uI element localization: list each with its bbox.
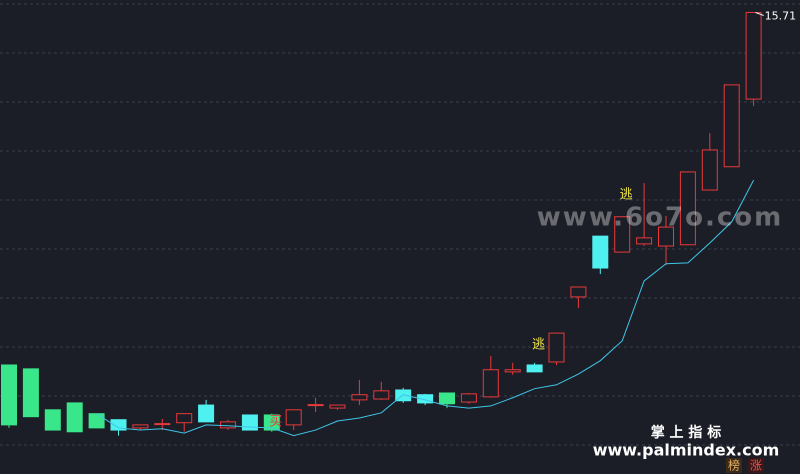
candle-body: [176, 413, 193, 424]
badge: 涨: [750, 458, 762, 473]
grid: [0, 3, 800, 446]
max-label: 15.71: [765, 9, 797, 22]
candle-body: [154, 423, 171, 426]
watermark-brand: 掌 上 指 标: [651, 424, 722, 441]
candle-body: [504, 369, 521, 373]
candle-body: [417, 394, 434, 404]
candle-body: [482, 369, 499, 398]
candle-body: [307, 404, 324, 407]
ma-line: [96, 179, 755, 437]
candle-body: [526, 364, 543, 373]
candle-body: [373, 390, 390, 400]
badge: 榜: [728, 458, 740, 473]
candle-body: [44, 409, 61, 431]
candle-body: [745, 11, 762, 100]
candle-body: [614, 216, 631, 253]
candle-body: [22, 368, 39, 418]
candle-body: [66, 402, 83, 433]
candle-body: [110, 419, 127, 431]
watermark-site: www.6o7o.com: [537, 203, 783, 233]
candle-body: [439, 392, 455, 405]
annotation: 逃: [620, 188, 633, 203]
candle-body: [241, 414, 258, 431]
candle-body: [636, 237, 653, 245]
candle-body: [263, 414, 280, 431]
candle-body: [570, 286, 587, 298]
candle-body: [329, 404, 346, 409]
candle-body: [220, 421, 236, 429]
candle-body: [701, 149, 718, 191]
watermark-url: www.palmindex.com: [593, 441, 780, 460]
candle-body: [1, 364, 17, 426]
candle-body: [679, 171, 696, 246]
candle-body: [132, 424, 149, 429]
candle-body: [548, 332, 565, 363]
candle-body: [88, 413, 105, 429]
candle-body: [723, 84, 740, 168]
candle-body: [592, 235, 609, 269]
candle-body: [198, 404, 215, 423]
candle-body: [658, 226, 674, 247]
candle-body: [285, 409, 302, 426]
pointer: [755, 12, 764, 16]
candle-body: [460, 393, 477, 403]
annotation: 逃: [532, 338, 545, 353]
badge-bg: [748, 458, 764, 473]
candle-body: [351, 394, 368, 401]
badge-bg: [726, 458, 742, 473]
annotation: 买: [269, 414, 282, 429]
